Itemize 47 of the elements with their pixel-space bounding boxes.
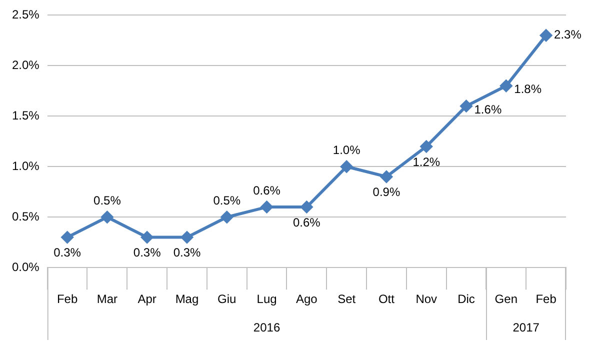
x-tick-label: Feb [536, 292, 557, 306]
point [380, 170, 392, 183]
point [300, 201, 313, 214]
data-label: 1.6% [474, 102, 502, 116]
data-label: 0.3% [54, 246, 82, 260]
y-tick-label: 1.5% [12, 108, 40, 122]
data-label: 2.3% [554, 28, 582, 42]
data-label: 0.3% [133, 246, 162, 260]
x-tick-label: Feb [56, 292, 78, 306]
y-tick-label: 0.5% [12, 209, 40, 224]
x-tick-label: Ago [296, 292, 318, 306]
x-tick-label: Set [338, 292, 356, 306]
point [101, 211, 114, 224]
data-label: 1.8% [514, 82, 542, 96]
data-label: 0.6% [292, 215, 321, 230]
point [260, 201, 273, 214]
data-label: 0.5% [213, 193, 241, 208]
x-tick-label: Lug [256, 292, 277, 306]
point [500, 80, 512, 92]
data-label: 0.5% [94, 193, 122, 208]
y-tick-label: 0.0% [12, 260, 40, 274]
data-label: 0.9% [372, 185, 400, 200]
data-label: 1.0% [332, 142, 361, 157]
x-tick-label: Ott [378, 292, 396, 306]
point [220, 211, 233, 224]
data-label: 0.6% [253, 183, 281, 198]
x-tick-label: Apr [138, 292, 156, 306]
data-label: 0.3% [173, 246, 201, 260]
point [340, 160, 353, 173]
x-tick-label: Mar [96, 292, 118, 306]
point [141, 231, 154, 244]
y-tick-label: 2.0% [12, 58, 40, 72]
text: 2016 [253, 320, 280, 334]
text: 2017 [512, 320, 540, 334]
point [540, 29, 552, 42]
x-tick-label: Giu [218, 292, 236, 306]
y-tick-label: 1.0% [12, 158, 40, 173]
x-tick-label: Dic [458, 292, 475, 306]
x-tick-label: Mag [175, 292, 199, 306]
point [180, 231, 193, 244]
x-tick-label: Nov [416, 292, 438, 306]
x-tick-label: Gen [494, 292, 518, 306]
y-tick-label: 2.5% [12, 8, 40, 22]
point [61, 231, 74, 244]
data-label: 1.2% [412, 154, 440, 169]
point [460, 100, 472, 112]
point [420, 140, 432, 152]
